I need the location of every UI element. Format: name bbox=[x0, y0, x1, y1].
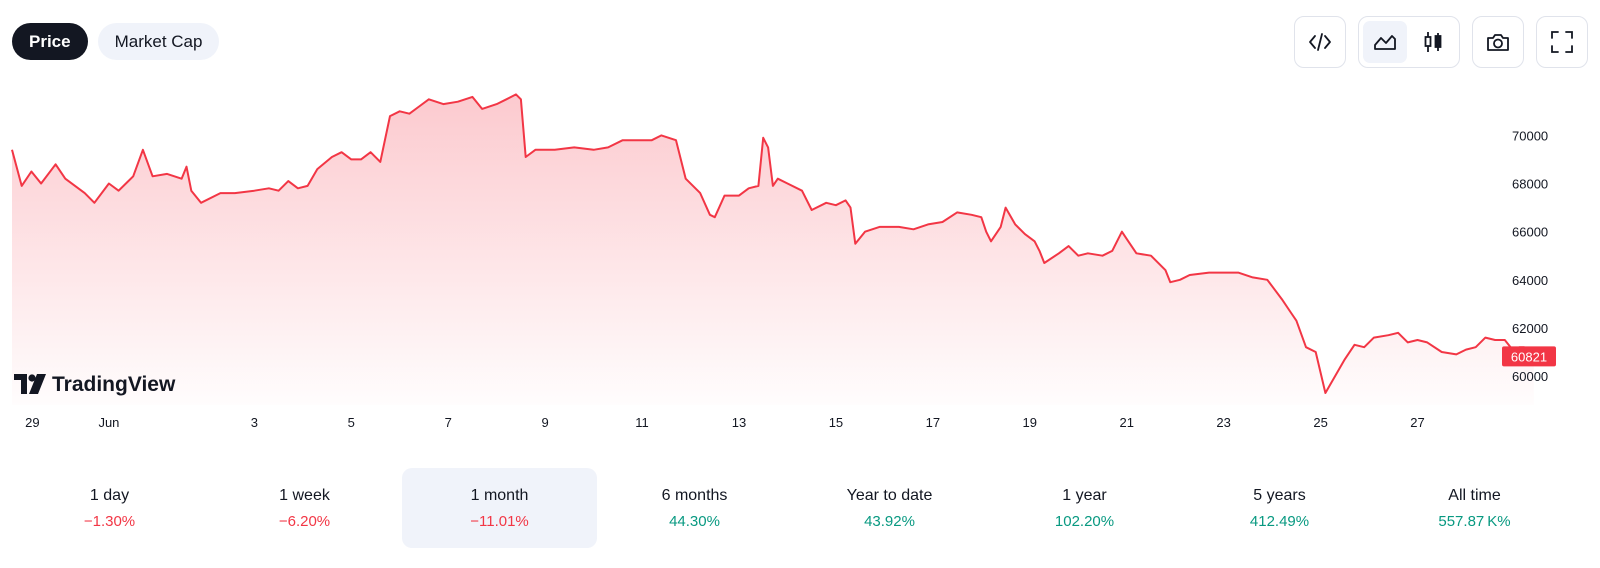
x-tick-label: 13 bbox=[732, 415, 746, 430]
y-tick-label: 66000 bbox=[1512, 225, 1548, 240]
x-tick-label: 25 bbox=[1313, 415, 1327, 430]
last-price-label: 60821 bbox=[1511, 349, 1547, 364]
period-change: 44.30% bbox=[669, 513, 720, 530]
x-tick-label: 29 bbox=[25, 415, 39, 430]
x-tick-label: 21 bbox=[1119, 415, 1133, 430]
snapshot-button[interactable] bbox=[1472, 16, 1524, 68]
x-tick-label: 9 bbox=[542, 415, 549, 430]
period-label: 1 month bbox=[471, 487, 529, 505]
x-tick-label: 7 bbox=[445, 415, 452, 430]
period-6-months[interactable]: 6 months 44.30% bbox=[597, 468, 792, 548]
fullscreen-button[interactable] bbox=[1536, 16, 1588, 68]
y-tick-label: 70000 bbox=[1512, 128, 1548, 143]
chart-type-tabs: Price Market Cap bbox=[12, 23, 219, 60]
period-label: All time bbox=[1448, 487, 1500, 505]
x-tick-label: 17 bbox=[926, 415, 940, 430]
price-area-fill bbox=[12, 94, 1534, 405]
y-axis: 60000 62000 64000 66000 68000 70000 bbox=[1512, 128, 1548, 384]
period-1-day[interactable]: 1 day −1.30% bbox=[12, 468, 207, 548]
x-tick-label: 15 bbox=[829, 415, 843, 430]
y-tick-label: 60000 bbox=[1512, 369, 1548, 384]
y-tick-label: 62000 bbox=[1512, 321, 1548, 336]
y-tick-label: 68000 bbox=[1512, 177, 1548, 192]
period-change: −1.30% bbox=[84, 513, 135, 530]
tab-price[interactable]: Price bbox=[12, 23, 88, 60]
period-label: 1 year bbox=[1062, 487, 1106, 505]
price-chart[interactable]: 60000 62000 64000 66000 68000 70000 29 Jun 3 5 7 9… bbox=[0, 80, 1600, 450]
embed-code-icon bbox=[1307, 29, 1333, 55]
period-1-week[interactable]: 1 week −6.20% bbox=[207, 468, 402, 548]
tab-market-cap[interactable]: Market Cap bbox=[98, 23, 220, 60]
period-change: 557.87 K% bbox=[1438, 513, 1510, 530]
period-change: 43.92% bbox=[864, 513, 915, 530]
x-tick-label: 11 bbox=[635, 415, 649, 430]
chart-toolbar bbox=[1294, 16, 1588, 68]
chart-style-group bbox=[1358, 16, 1460, 68]
camera-icon bbox=[1485, 29, 1511, 55]
period-1-year[interactable]: 1 year 102.20% bbox=[987, 468, 1182, 548]
period-all-time[interactable]: All time 557.87 K% bbox=[1377, 468, 1572, 548]
tradingview-logo: TradingView bbox=[14, 373, 176, 396]
area-style-button[interactable] bbox=[1363, 21, 1407, 63]
period-label: 5 years bbox=[1253, 487, 1305, 505]
performance-periods: 1 day −1.30% 1 week −6.20% 1 month −11.0… bbox=[12, 468, 1572, 548]
embed-button[interactable] bbox=[1294, 16, 1346, 68]
period-change: 412.49% bbox=[1250, 513, 1309, 530]
period-change: 102.20% bbox=[1055, 513, 1114, 530]
candle-style-button[interactable] bbox=[1411, 21, 1455, 63]
period-label: 1 week bbox=[279, 487, 330, 505]
x-tick-label: 3 bbox=[251, 415, 258, 430]
period-label: 6 months bbox=[662, 487, 728, 505]
y-tick-label: 64000 bbox=[1512, 273, 1548, 288]
period-label: 1 day bbox=[90, 487, 129, 505]
fullscreen-icon bbox=[1549, 29, 1575, 55]
period-change: −6.20% bbox=[279, 513, 330, 530]
area-chart-icon bbox=[1372, 29, 1398, 55]
period-year-to-date[interactable]: Year to date 43.92% bbox=[792, 468, 987, 548]
x-tick-label: 19 bbox=[1023, 415, 1037, 430]
x-tick-label: 23 bbox=[1216, 415, 1230, 430]
period-change: −11.01% bbox=[470, 513, 529, 530]
candlestick-chart-icon bbox=[1420, 29, 1446, 55]
x-tick-label: Jun bbox=[98, 415, 119, 430]
x-axis: 29 Jun 3 5 7 9 11 13 15 17 19 21 23 25 27 bbox=[25, 415, 1425, 430]
last-price-marker: 60821 bbox=[1502, 346, 1556, 366]
tradingview-logo-text: TradingView bbox=[52, 373, 176, 396]
x-tick-label: 27 bbox=[1410, 415, 1424, 430]
period-5-years[interactable]: 5 years 412.49% bbox=[1182, 468, 1377, 548]
period-label: Year to date bbox=[847, 487, 933, 505]
period-1-month[interactable]: 1 month −11.01% bbox=[402, 468, 597, 548]
x-tick-label: 5 bbox=[348, 415, 355, 430]
